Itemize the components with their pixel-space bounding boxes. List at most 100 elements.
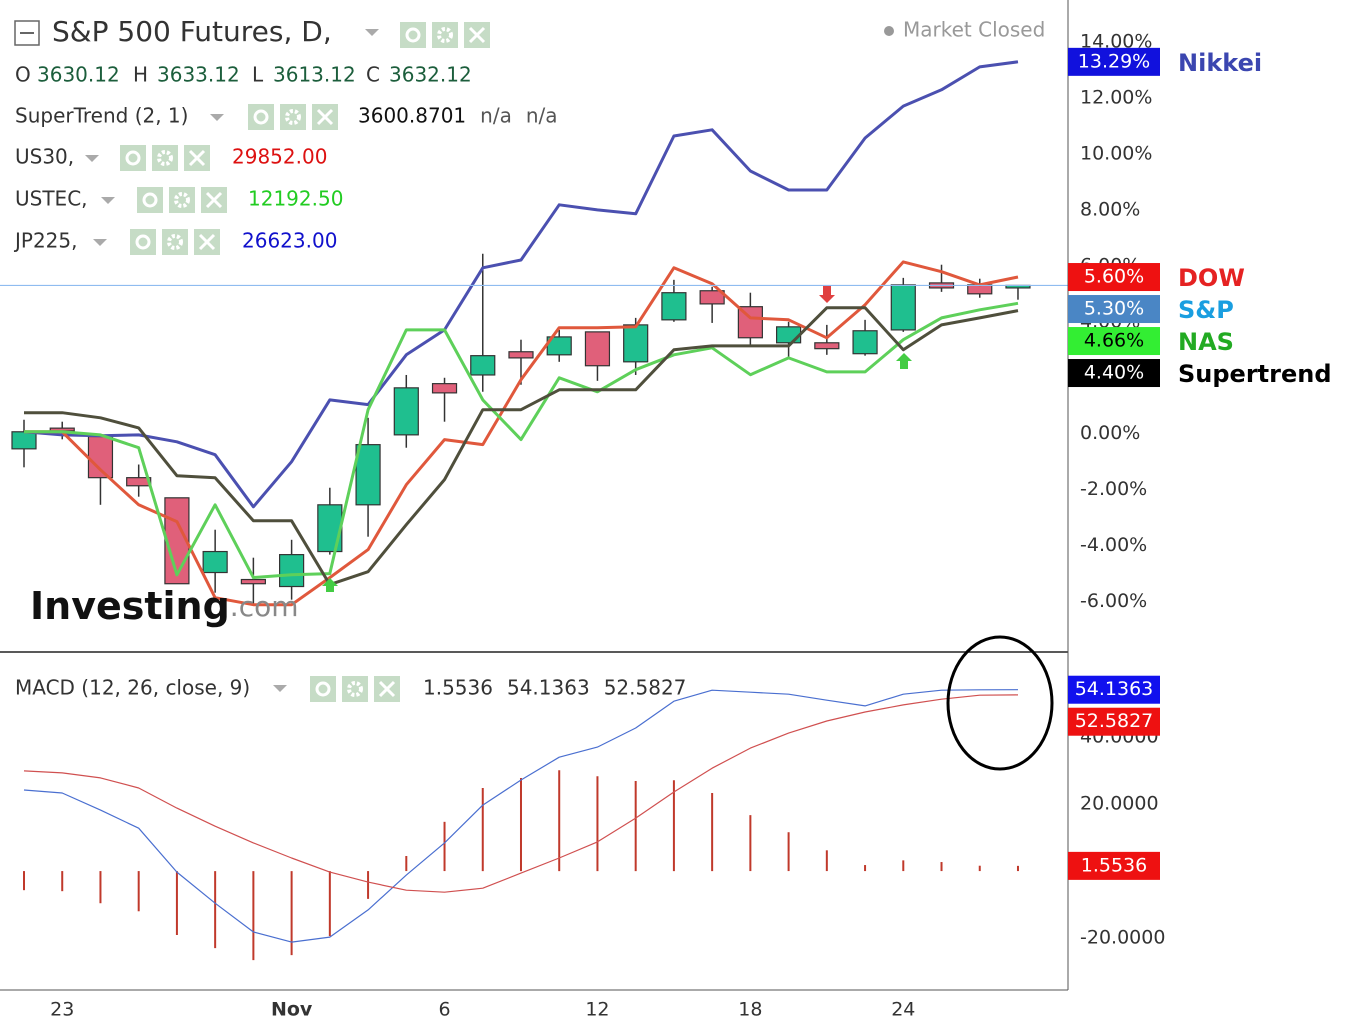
y-tick-label: -6.00% <box>1080 590 1147 612</box>
gear-icon <box>167 234 183 250</box>
icon-button[interactable] <box>248 104 274 130</box>
sell-arrow <box>819 286 835 303</box>
price-badge-label: 1.5536 <box>1081 854 1147 876</box>
x-tick-label: 24 <box>891 999 915 1021</box>
icon-button[interactable] <box>342 676 368 702</box>
series-line <box>24 306 1019 587</box>
icon-button[interactable] <box>120 145 146 171</box>
price-badge-label: 4.66% <box>1084 330 1144 352</box>
macd-header-value: 1.5536 <box>423 676 493 700</box>
candle-body <box>470 355 496 376</box>
price-badge <box>1068 263 1160 292</box>
dropdown-caret[interactable] <box>93 239 107 246</box>
icon-button[interactable] <box>152 145 178 171</box>
x-tick-label: 23 <box>50 999 74 1021</box>
icon-button[interactable] <box>400 22 426 48</box>
series-name: DOW <box>1178 264 1245 292</box>
price-badge-label: 5.60% <box>1084 266 1144 288</box>
macd-header-value: 54.1363 <box>507 676 590 700</box>
candle-body <box>393 387 419 436</box>
eye-icon <box>315 681 331 697</box>
close-icon <box>198 233 216 251</box>
price-badge-label: 4.40% <box>1084 362 1144 384</box>
indicator-name: US30, <box>15 145 74 169</box>
quote-label: C <box>366 63 380 87</box>
close-icon <box>188 149 206 167</box>
price-badge <box>1068 359 1160 388</box>
icon-button[interactable] <box>280 104 306 130</box>
dropdown-caret[interactable] <box>210 114 224 121</box>
quote-value: 3613.12 <box>273 63 356 87</box>
quote-label: L <box>252 63 264 87</box>
eye-icon <box>405 27 421 43</box>
dropdown-caret[interactable] <box>365 29 379 36</box>
candle-body <box>699 290 725 305</box>
y-tick-label: 8.00% <box>1080 198 1140 220</box>
candle-body <box>11 431 37 450</box>
series-line <box>23 60 1019 509</box>
status-dot <box>884 26 894 36</box>
close-icon <box>316 108 334 126</box>
macd-header-value: 52.5827 <box>604 676 687 700</box>
eye-icon <box>142 192 158 208</box>
icon-button[interactable] <box>169 187 195 213</box>
annotation-circle <box>946 635 1054 771</box>
candle-body <box>814 342 840 350</box>
x-tick-label: 18 <box>738 999 762 1021</box>
icon-button[interactable] <box>130 229 156 255</box>
icon-button[interactable] <box>137 187 163 213</box>
x-tick-label: Nov <box>271 999 313 1021</box>
macd-title: MACD (12, 26, close, 9) <box>15 676 250 700</box>
icon-button[interactable] <box>310 676 336 702</box>
quote-label: H <box>133 63 148 87</box>
icon-button[interactable] <box>162 229 188 255</box>
candle-body <box>240 578 266 585</box>
indicator-value: n/a <box>526 104 558 128</box>
indicator-name: USTEC, <box>15 187 88 211</box>
price-badge <box>1068 47 1160 76</box>
gear-icon <box>157 150 173 166</box>
buy-arrow <box>896 353 912 369</box>
gear-icon <box>437 27 453 43</box>
series-name: Supertrend <box>1178 360 1332 388</box>
collapse-icon[interactable] <box>14 20 40 46</box>
price-badge <box>1068 707 1160 736</box>
dropdown-caret[interactable] <box>101 197 115 204</box>
dropdown-caret[interactable] <box>273 685 287 692</box>
price-badge-label: 52.5827 <box>1075 710 1154 732</box>
x-tick-label: 6 <box>438 999 450 1021</box>
eye-icon <box>135 234 151 250</box>
series-line <box>24 260 1019 607</box>
quote-value: 3633.12 <box>157 63 240 87</box>
candle-body <box>431 383 458 394</box>
market-status: Market Closed <box>903 18 1045 42</box>
series-name: S&P <box>1178 296 1234 324</box>
gear-icon <box>174 192 190 208</box>
chart-title: S&P 500 Futures, D, <box>52 15 332 48</box>
candle-body <box>202 550 228 574</box>
candle-body <box>584 331 611 367</box>
candle-body <box>126 477 152 487</box>
close-icon <box>378 680 396 698</box>
watermark: Investing.com <box>30 584 299 628</box>
indicator-value: 12192.50 <box>248 187 343 211</box>
watermark-brand: Investing <box>30 584 230 628</box>
indicator-name: JP225, <box>13 229 78 253</box>
candle-body <box>355 444 381 506</box>
candle-body <box>317 504 343 553</box>
indicator-value: 26623.00 <box>242 229 337 253</box>
candle-body <box>775 326 802 344</box>
y-tick-label: 0.00% <box>1080 422 1140 444</box>
price-badge <box>1068 851 1160 880</box>
gear-icon <box>285 109 301 125</box>
dropdown-caret[interactable] <box>85 155 99 162</box>
candle-body <box>508 351 534 359</box>
candle-body <box>852 330 878 355</box>
price-badge <box>1068 675 1160 704</box>
series-line <box>24 301 1019 580</box>
icon-button[interactable] <box>432 22 458 48</box>
candle-body <box>661 292 687 321</box>
y-tick-label: 10.00% <box>1080 142 1152 164</box>
